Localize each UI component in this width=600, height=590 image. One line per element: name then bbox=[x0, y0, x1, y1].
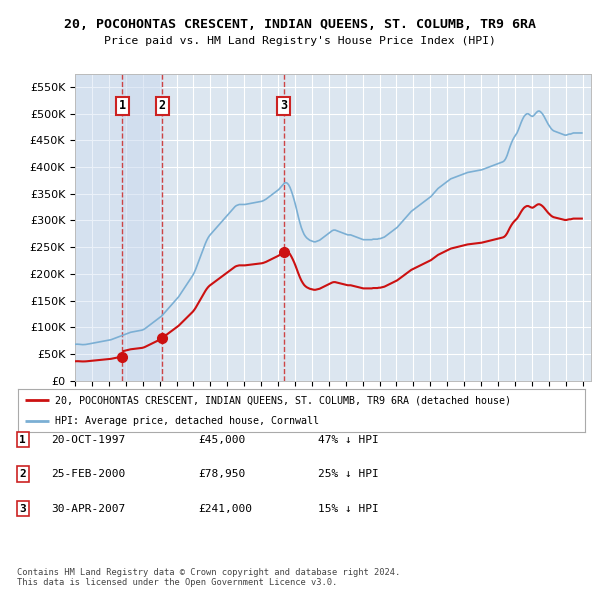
Text: 2: 2 bbox=[158, 100, 166, 113]
Text: Contains HM Land Registry data © Crown copyright and database right 2024.
This d: Contains HM Land Registry data © Crown c… bbox=[17, 568, 400, 587]
Text: £78,950: £78,950 bbox=[198, 469, 245, 478]
Text: 25% ↓ HPI: 25% ↓ HPI bbox=[318, 469, 379, 478]
Text: 20, POCOHONTAS CRESCENT, INDIAN QUEENS, ST. COLUMB, TR9 6RA: 20, POCOHONTAS CRESCENT, INDIAN QUEENS, … bbox=[64, 18, 536, 31]
Text: £45,000: £45,000 bbox=[198, 435, 245, 444]
Bar bbox=[75, 74, 122, 381]
Text: 20, POCOHONTAS CRESCENT, INDIAN QUEENS, ST. COLUMB, TR9 6RA (detached house): 20, POCOHONTAS CRESCENT, INDIAN QUEENS, … bbox=[55, 395, 511, 405]
Text: 30-APR-2007: 30-APR-2007 bbox=[51, 504, 125, 513]
Text: HPI: Average price, detached house, Cornwall: HPI: Average price, detached house, Corn… bbox=[55, 417, 319, 426]
Text: 1: 1 bbox=[19, 435, 26, 444]
Text: 1: 1 bbox=[119, 100, 126, 113]
Bar bbox=[122, 74, 162, 381]
Text: 47% ↓ HPI: 47% ↓ HPI bbox=[318, 435, 379, 444]
Text: £241,000: £241,000 bbox=[198, 504, 252, 513]
Text: 3: 3 bbox=[19, 504, 26, 513]
Text: 15% ↓ HPI: 15% ↓ HPI bbox=[318, 504, 379, 513]
Text: 2: 2 bbox=[19, 469, 26, 478]
Text: 3: 3 bbox=[280, 100, 287, 113]
Text: Price paid vs. HM Land Registry's House Price Index (HPI): Price paid vs. HM Land Registry's House … bbox=[104, 37, 496, 46]
Bar bbox=[284, 74, 591, 381]
Text: 20-OCT-1997: 20-OCT-1997 bbox=[51, 435, 125, 444]
Text: 25-FEB-2000: 25-FEB-2000 bbox=[51, 469, 125, 478]
